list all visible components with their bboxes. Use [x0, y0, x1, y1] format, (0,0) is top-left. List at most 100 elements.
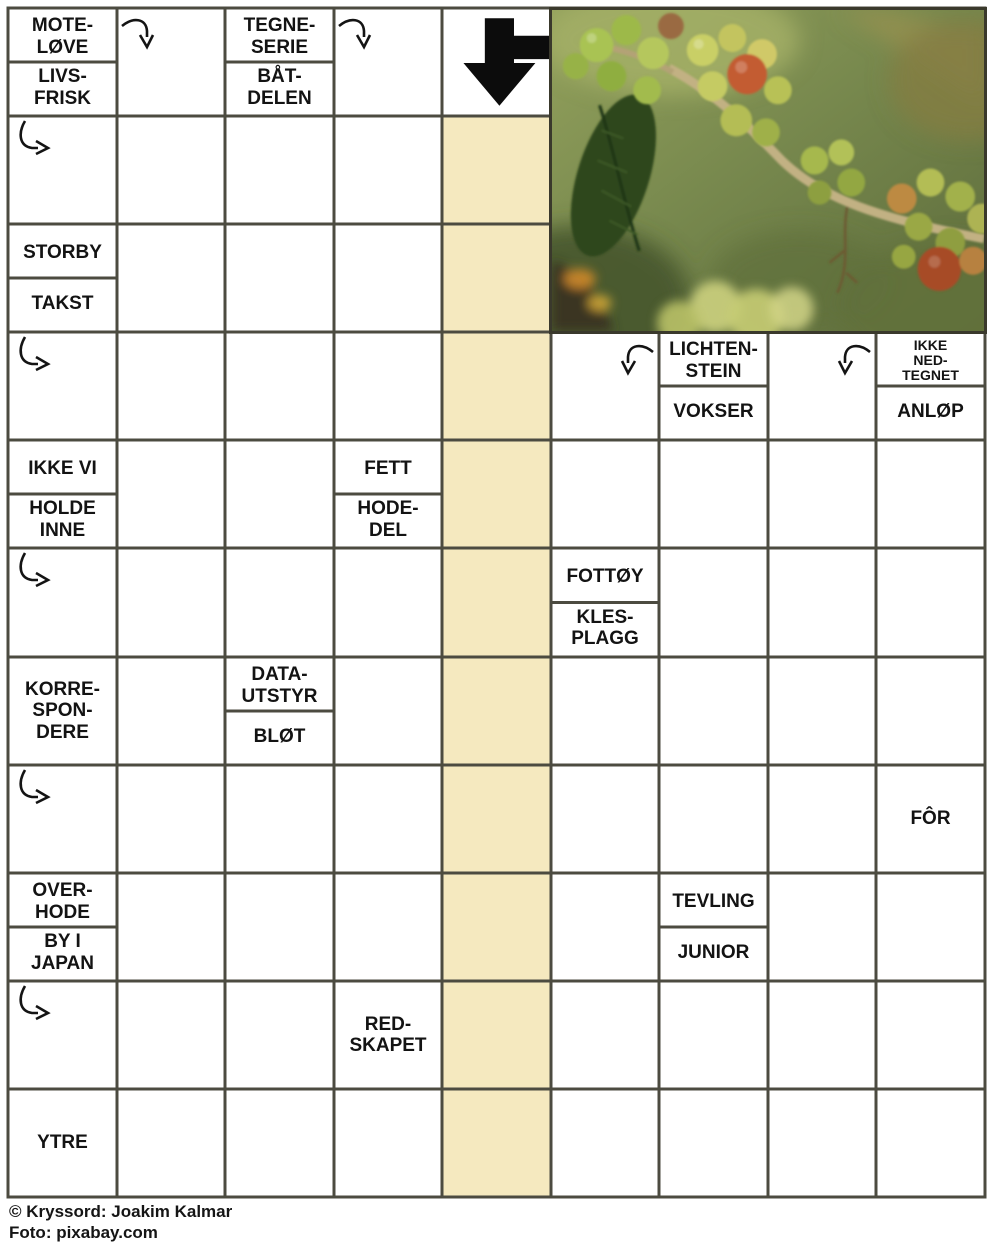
- answer-cell-r8c4[interactable]: [445, 876, 548, 978]
- clue-cell-r8c6: TEVLING JUNIOR: [662, 876, 765, 978]
- clue-text: YTRE: [37, 1132, 88, 1154]
- answer-cell-r8c3[interactable]: [337, 876, 439, 978]
- answer-cell-r10c2[interactable]: [228, 1092, 331, 1194]
- direction-arrow-icon-from-top-curve-right: [12, 769, 56, 813]
- answer-cell-r4c7[interactable]: [771, 443, 873, 545]
- answer-cell-r6c7[interactable]: [771, 660, 873, 762]
- clue-cell-r7c8: FÔR: [879, 768, 982, 870]
- answer-cell-r2c2[interactable]: [228, 227, 331, 329]
- answer-cell-r9c8[interactable]: [879, 984, 982, 1086]
- highlight-cell: [442, 1089, 551, 1197]
- clue-text-bottom: JUNIOR: [677, 941, 750, 963]
- clue-text: RED- SKAPET: [349, 1013, 427, 1056]
- clue-text-bottom: LIVS- FRISK: [34, 66, 91, 109]
- answer-cell-r2c1[interactable]: [120, 227, 222, 329]
- clue-text-bottom: HODE- DEL: [357, 498, 419, 541]
- answer-cell-r4c1[interactable]: [120, 443, 222, 545]
- answer-cell-r5c1[interactable]: [120, 551, 222, 654]
- answer-cell-r5c7[interactable]: [771, 551, 873, 654]
- answer-cell-r7c7[interactable]: [771, 768, 873, 870]
- answer-cell-r3c3[interactable]: [337, 335, 439, 437]
- answer-cell-r7c1[interactable]: [120, 768, 222, 870]
- answer-cell-r10c8[interactable]: [879, 1092, 982, 1194]
- highlight-cell: [442, 116, 551, 224]
- answer-cell-r9c4[interactable]: [445, 984, 548, 1086]
- answer-cell-r1c4[interactable]: [445, 119, 548, 221]
- main-entry-arrow-icon: [444, 10, 549, 114]
- clue-cell-r10c0: YTRE: [11, 1092, 114, 1194]
- answer-cell-r6c6[interactable]: [662, 660, 765, 762]
- credits: © Kryssord: Joakim Kalmar Foto: pixabay.…: [9, 1201, 232, 1244]
- coffee-berries-illustration: [552, 10, 984, 331]
- clue-text-top: FOTTØY: [566, 566, 644, 588]
- answer-cell-r6c4[interactable]: [445, 660, 548, 762]
- clue-cell-r3c8: IKKE NED- TEGNET ANLØP: [879, 335, 982, 437]
- answer-cell-r3c2[interactable]: [228, 335, 331, 437]
- answer-cell-r1c2[interactable]: [228, 119, 331, 221]
- highlight-cell: [442, 332, 551, 440]
- answer-cell-r10c5[interactable]: [554, 1092, 656, 1194]
- answer-cell-r6c5[interactable]: [554, 660, 656, 762]
- direction-arrow-icon-from-top-curve-right: [12, 336, 56, 380]
- answer-cell-r5c4[interactable]: [445, 551, 548, 654]
- clue-text-top: STORBY: [23, 241, 102, 263]
- clue-text: FÔR: [910, 808, 951, 830]
- answer-cell-r9c7[interactable]: [771, 984, 873, 1086]
- clue-cell-r0c2: TEGNE- SERIE BÅT- DELEN: [228, 11, 331, 113]
- answer-cell-r4c4[interactable]: [445, 443, 548, 545]
- highlight-cell: [442, 981, 551, 1089]
- answer-cell-r10c1[interactable]: [120, 1092, 222, 1194]
- answer-cell-r9c2[interactable]: [228, 984, 331, 1086]
- answer-cell-r10c7[interactable]: [771, 1092, 873, 1194]
- clue-text-top: IKKE NED- TEGNET: [902, 336, 959, 384]
- answer-cell-r6c3[interactable]: [337, 660, 439, 762]
- answer-cell-r8c7[interactable]: [771, 876, 873, 978]
- answer-cell-r4c6[interactable]: [662, 443, 765, 545]
- answer-cell-r8c8[interactable]: [879, 876, 982, 978]
- clue-text-bottom: ANLØP: [897, 400, 964, 422]
- answer-cell-r7c3[interactable]: [337, 768, 439, 870]
- answer-cell-r5c2[interactable]: [228, 551, 331, 654]
- clue-text-top: MOTE- LØVE: [31, 15, 94, 58]
- answer-cell-r2c4[interactable]: [445, 227, 548, 329]
- answer-cell-r9c1[interactable]: [120, 984, 222, 1086]
- answer-cell-r8c5[interactable]: [554, 876, 656, 978]
- highlight-cell: [442, 765, 551, 873]
- clue-text-top: FETT: [364, 457, 412, 479]
- answer-cell-r8c2[interactable]: [228, 876, 331, 978]
- answer-cell-r6c8[interactable]: [879, 660, 982, 762]
- answer-cell-r1c1[interactable]: [120, 119, 222, 221]
- highlight-cell: [442, 873, 551, 981]
- answer-cell-r7c6[interactable]: [662, 768, 765, 870]
- clue-cell-r6c0: KORRE- SPON- DERE: [11, 660, 114, 762]
- highlight-cell: [442, 657, 551, 765]
- answer-cell-r3c1[interactable]: [120, 335, 222, 437]
- answer-cell-r7c5[interactable]: [554, 768, 656, 870]
- clue-cell-r9c3: RED- SKAPET: [337, 984, 439, 1086]
- answer-cell-r9c6[interactable]: [662, 984, 765, 1086]
- answer-cell-r5c8[interactable]: [879, 551, 982, 654]
- answer-cell-r6c1[interactable]: [120, 660, 222, 762]
- highlight-cell: [442, 548, 551, 657]
- answer-cell-r4c5[interactable]: [554, 443, 656, 545]
- answer-cell-r4c8[interactable]: [879, 443, 982, 545]
- answer-cell-r7c2[interactable]: [228, 768, 331, 870]
- answer-cell-r9c5[interactable]: [554, 984, 656, 1086]
- answer-cell-r5c3[interactable]: [337, 551, 439, 654]
- answer-cell-r7c4[interactable]: [445, 768, 548, 870]
- clue-cell-r8c0: OVER- HODE BY I JAPAN: [11, 876, 114, 978]
- direction-arrow-icon-from-left-curve-down: [338, 12, 380, 54]
- answer-cell-r10c4[interactable]: [445, 1092, 548, 1194]
- answer-cell-r2c3[interactable]: [337, 227, 439, 329]
- answer-cell-r4c2[interactable]: [228, 443, 331, 545]
- answer-cell-r10c6[interactable]: [662, 1092, 765, 1194]
- clue-text-bottom: BLØT: [253, 725, 306, 747]
- answer-cell-r10c3[interactable]: [337, 1092, 439, 1194]
- answer-cell-r8c1[interactable]: [120, 876, 222, 978]
- clue-text-top: TEVLING: [672, 890, 755, 912]
- answer-cell-r1c3[interactable]: [337, 119, 439, 221]
- answer-cell-r3c4[interactable]: [445, 335, 548, 437]
- answer-cell-r5c6[interactable]: [662, 551, 765, 654]
- coffee-berries-photo: [549, 7, 987, 334]
